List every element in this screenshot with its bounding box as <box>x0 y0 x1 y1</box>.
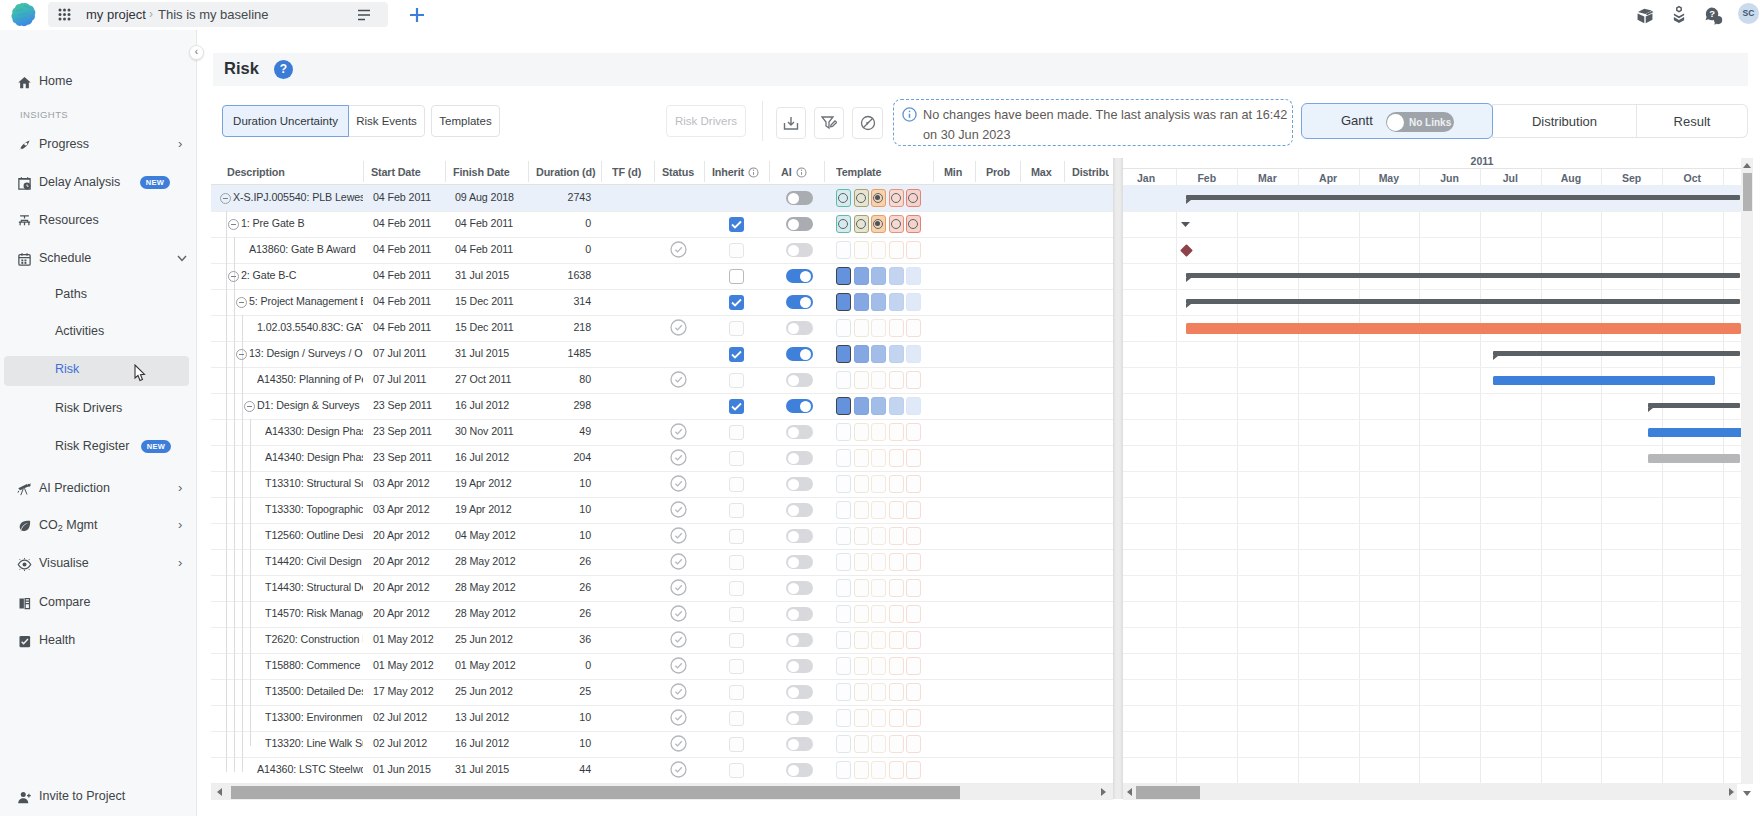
svg-text:?: ? <box>1709 8 1715 19</box>
